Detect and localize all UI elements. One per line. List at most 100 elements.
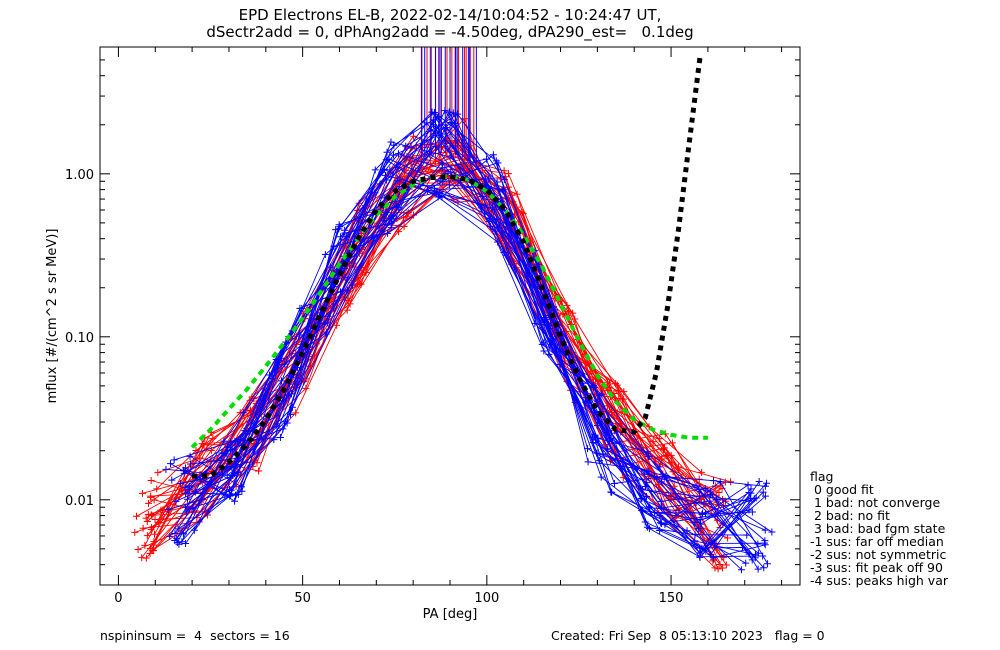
- blue-spectrum-marker: [748, 556, 756, 564]
- blue-spectrum-marker: [655, 463, 663, 471]
- blue-spectrum-marker: [744, 481, 752, 489]
- blue-spectrum-marker: [179, 466, 187, 474]
- blue-spectrum-marker: [380, 211, 388, 219]
- blue-spectrum-marker: [754, 565, 762, 573]
- red-spectrum-marker: [604, 378, 612, 386]
- black-fit-line: [192, 52, 703, 479]
- blue-spectrum-marker: [743, 531, 751, 539]
- blue-spectrum-marker: [710, 477, 718, 485]
- blue-spectrum-marker: [754, 540, 762, 548]
- blue-spectrum-marker: [326, 263, 334, 271]
- legend-item: 1 bad: not converge: [810, 495, 941, 510]
- footer-right: Created: Fri Sep 8 05:13:10 2023 flag = …: [551, 628, 825, 643]
- red-spectrum-marker: [151, 515, 159, 523]
- blue-spectrum-marker: [611, 480, 619, 488]
- red-spectrum-marker: [409, 153, 417, 161]
- red-spectrum-line: [141, 170, 716, 569]
- red-spectrum-marker: [410, 132, 418, 140]
- blue-spectrum-marker: [762, 479, 770, 487]
- blue-spectrum-marker: [348, 281, 356, 289]
- blue-spectrum-marker: [162, 465, 170, 473]
- red-spectrum-marker: [403, 210, 411, 218]
- blue-spectrum-marker: [436, 177, 444, 185]
- blue-spectrum-marker: [181, 503, 189, 511]
- blue-spectrum-marker: [697, 520, 705, 528]
- blue-spectrum-marker: [296, 304, 304, 312]
- blue-spectrum-marker: [384, 229, 392, 237]
- blue-spectrum-marker: [178, 538, 186, 546]
- red-spectrum-marker: [722, 561, 730, 569]
- blue-spectrum-marker: [172, 497, 180, 505]
- y-tick-label: 0.01: [65, 494, 94, 509]
- blue-spectrum-marker: [696, 492, 704, 500]
- blue-spectrum-marker: [177, 480, 185, 487]
- blue-spectrum-marker: [394, 203, 402, 211]
- blue-spectra-lines: [162, 47, 776, 574]
- blue-spectrum-marker: [335, 225, 343, 233]
- red-spectrum-marker: [200, 441, 208, 449]
- blue-spectrum-marker: [489, 151, 497, 159]
- blue-spectrum-marker: [701, 510, 709, 518]
- axis-labels: 0 50 100 150 0.01 0.10 1.00 PA [deg] mflux [#/(c…: [45, 168, 683, 622]
- blue-spectrum-marker: [485, 175, 493, 183]
- blue-spectrum-marker: [633, 464, 641, 472]
- blue-spectrum-marker: [607, 429, 615, 437]
- red-spectrum-marker: [133, 512, 141, 520]
- blue-spectrum-marker: [447, 168, 455, 176]
- blue-spectrum-marker: [547, 341, 555, 349]
- blue-spectrum-marker: [438, 164, 446, 172]
- red-spectrum-marker: [143, 532, 151, 540]
- blue-spectrum-marker: [491, 227, 499, 235]
- red-spectrum-marker: [292, 409, 300, 417]
- chart-title-line-1: EPD Electrons EL-B, 2022-02-14/10:04:52 …: [238, 6, 662, 24]
- blue-spectrum-marker: [395, 183, 403, 191]
- legend-item: -1 sus: far off median: [810, 534, 944, 549]
- x-axis-label: PA [deg]: [423, 607, 478, 622]
- footer-left: nspininsum = 4 sectors = 16: [100, 628, 290, 643]
- blue-spectrum-marker: [742, 559, 750, 567]
- blue-spectrum-marker: [482, 155, 490, 163]
- legend-item: 2 bad: no fit: [810, 508, 890, 523]
- blue-spectrum-marker: [324, 312, 332, 320]
- blue-spectrum-marker: [691, 531, 699, 539]
- blue-spectrum-marker: [341, 273, 349, 281]
- blue-spectrum-marker: [498, 186, 506, 194]
- blue-spectrum-marker: [186, 452, 194, 460]
- blue-spectrum-line: [192, 111, 766, 550]
- blue-spectrum-marker: [438, 192, 446, 200]
- blue-spectrum-marker: [594, 422, 602, 430]
- blue-spectrum-marker: [643, 467, 651, 475]
- blue-spectrum-marker: [643, 523, 651, 531]
- blue-spectrum-marker: [428, 108, 436, 116]
- red-spectrum-marker: [150, 547, 158, 555]
- red-spectrum-marker: [343, 306, 351, 314]
- red-spectrum-marker: [500, 167, 508, 175]
- red-spectrum-marker: [147, 476, 155, 484]
- black-fit-curve: [192, 52, 703, 479]
- red-spectrum-marker: [655, 435, 663, 443]
- red-spectrum-marker: [718, 564, 726, 572]
- blue-spectrum-marker: [330, 304, 338, 312]
- blue-spectrum-marker: [761, 482, 769, 490]
- blue-spectrum-marker: [696, 553, 704, 561]
- red-spectrum-marker: [131, 528, 139, 536]
- red-spectrum-line: [153, 156, 724, 542]
- blue-spectrum-marker: [438, 159, 446, 167]
- red-spectrum-marker: [344, 297, 352, 305]
- blue-spectrum-marker: [390, 212, 398, 220]
- blue-spectrum-marker: [166, 532, 174, 540]
- red-spectrum-marker: [395, 228, 403, 236]
- blue-spectrum-marker: [747, 485, 755, 493]
- blue-spectrum-marker: [491, 206, 499, 214]
- blue-spectrum-marker: [540, 347, 548, 355]
- blue-spectrum-marker: [276, 433, 284, 441]
- blue-spectrum-marker: [662, 471, 670, 479]
- blue-spectrum-marker: [760, 564, 768, 572]
- x-tick-label: 100: [474, 591, 499, 606]
- blue-spectrum-marker: [189, 505, 197, 513]
- blue-spectrum-marker: [445, 108, 453, 116]
- x-tick-label: 50: [294, 591, 311, 606]
- blue-spectrum-marker: [593, 449, 601, 457]
- red-spectrum-marker: [658, 455, 666, 463]
